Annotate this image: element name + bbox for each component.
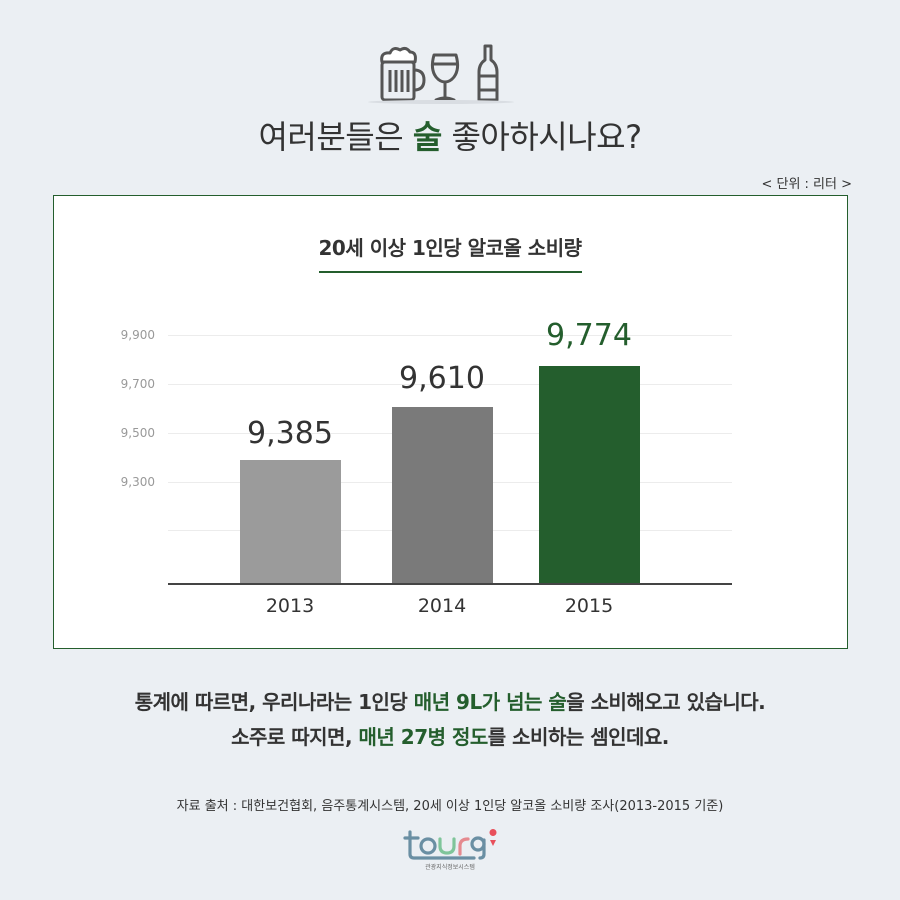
x-axis-line	[168, 583, 732, 585]
bar-2014	[392, 407, 493, 584]
bar-2013	[240, 460, 341, 584]
logo-subtitle: 관광지식정보시스템	[425, 864, 475, 871]
location-pin-icon	[489, 829, 497, 846]
y-tick-label: 9,900	[120, 328, 155, 342]
chart-title: 20세 이상 1인당 알코올 소비량	[0, 232, 900, 273]
x-tick-label: 2013	[265, 595, 315, 617]
unit-label: < 단위 : 리터 >	[761, 177, 852, 192]
body-highlight: 매년 27병 정도	[358, 725, 489, 749]
y-tick-label: 9,500	[120, 426, 155, 440]
source-citation: 자료 출처 : 대한보건협회, 음주통계시스템, 20세 이상 1인당 알코올 …	[176, 799, 724, 814]
body-highlight: 매년 9L가 넘는 술	[413, 690, 567, 714]
gridline	[168, 335, 732, 336]
body-text: 을 소비해오고 있습니다.	[566, 690, 766, 714]
y-tick-label: 9,300	[120, 475, 155, 489]
x-tick-label: 2014	[417, 595, 467, 617]
title-text: 여러분들은	[258, 118, 413, 156]
body-line-1: 통계에 따르면, 우리나라는 1인당 매년 9L가 넘는 술을 소비해오고 있습…	[0, 686, 900, 715]
beer-mug-icon	[380, 46, 426, 102]
body-text: 통계에 따르면, 우리나라는 1인당	[134, 690, 414, 714]
wine-bottle-icon	[477, 44, 499, 102]
gridline	[168, 384, 732, 385]
icons-shadow	[368, 100, 514, 104]
y-tick-label: 9,700	[120, 377, 155, 391]
body-line-2: 소주로 따지면, 매년 27병 정도를 소비하는 셈인데요.	[0, 721, 900, 750]
bar-2015	[539, 366, 640, 584]
drink-icons	[380, 44, 499, 102]
body-text: 를 소비하는 셈인데요.	[487, 725, 670, 749]
page-title: 여러분들은 술 좋아하시나요?	[0, 112, 900, 158]
bar-value-label-highlight: 9,774	[546, 318, 632, 353]
title-text: 좋아하시나요?	[441, 118, 642, 156]
body-text: 소주로 따지면,	[231, 725, 359, 749]
title-highlight: 술	[412, 118, 442, 156]
bar-value-label: 9,385	[247, 416, 333, 451]
bar-value-label: 9,610	[399, 361, 485, 396]
wine-glass-icon	[430, 53, 460, 102]
chart-title-text: 20세 이상 1인당 알코올 소비량	[318, 232, 582, 273]
tourgo-logo	[403, 829, 497, 860]
x-tick-label: 2015	[564, 595, 614, 617]
